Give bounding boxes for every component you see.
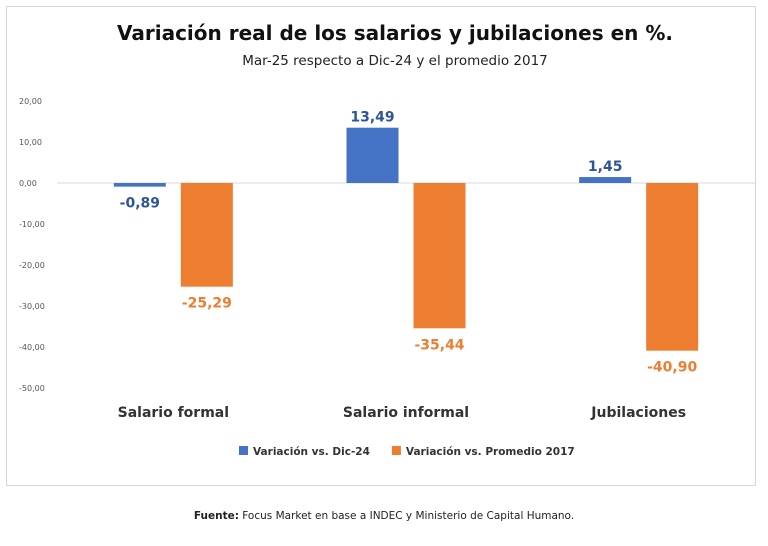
y-tick-label: 0,00 xyxy=(19,179,37,188)
x-category-label: Salario formal xyxy=(118,405,229,421)
legend-swatch xyxy=(239,446,248,455)
y-tick-label: -30,00 xyxy=(19,302,45,311)
bar xyxy=(346,127,399,183)
chart-subtitle: Mar-25 respecto a Dic-24 y el promedio 2… xyxy=(242,53,548,69)
y-axis: 20,00 10,00 0,00 -10,00 -20,00 -30,00 -40,00 -5… xyxy=(19,97,45,393)
y-tick-label: -10,00 xyxy=(19,220,45,229)
x-category-label: Salario informal xyxy=(343,405,469,421)
bar xyxy=(113,183,166,187)
legend-label: Variación vs. Promedio 2017 xyxy=(406,446,575,458)
bar xyxy=(579,177,632,183)
y-tick-label: -50,00 xyxy=(19,384,45,393)
source-text: Focus Market en base a INDEC y Ministeri… xyxy=(238,510,575,522)
y-tick-label: 20,00 xyxy=(19,97,42,106)
chart-svg: Variación real de los salarios y jubilac… xyxy=(19,21,755,458)
source-label: Fuente: xyxy=(193,510,239,522)
legend: Variación vs. Dic-24 Variación vs. Promed… xyxy=(239,446,575,458)
legend-swatch xyxy=(391,446,401,455)
x-category-label: Jubilaciones xyxy=(590,405,686,421)
source-note: Fuente: Focus Market en base a INDEC y M… xyxy=(0,510,768,522)
data-label: -0,89 xyxy=(120,196,160,212)
bar xyxy=(646,183,699,351)
data-label: -35,44 xyxy=(414,337,464,353)
y-tick-label: 10,00 xyxy=(19,138,42,147)
chart-frame: Variación real de los salarios y jubilac… xyxy=(6,6,756,486)
data-label: 13,49 xyxy=(350,110,394,126)
legend-label: Variación vs. Dic-24 xyxy=(253,446,370,458)
y-tick-label: -40,00 xyxy=(19,343,45,352)
y-tick-label: -20,00 xyxy=(19,261,45,270)
data-label: -25,29 xyxy=(182,296,232,312)
bar xyxy=(413,183,466,329)
data-label: -40,90 xyxy=(647,360,697,376)
bar xyxy=(180,183,233,287)
chart-title: Variación real de los salarios y jubilac… xyxy=(117,21,673,45)
data-label: 1,45 xyxy=(588,159,623,175)
plot-area: -0,89 -25,29 Salario formal 13,49 -35,44 Sala… xyxy=(57,110,755,421)
